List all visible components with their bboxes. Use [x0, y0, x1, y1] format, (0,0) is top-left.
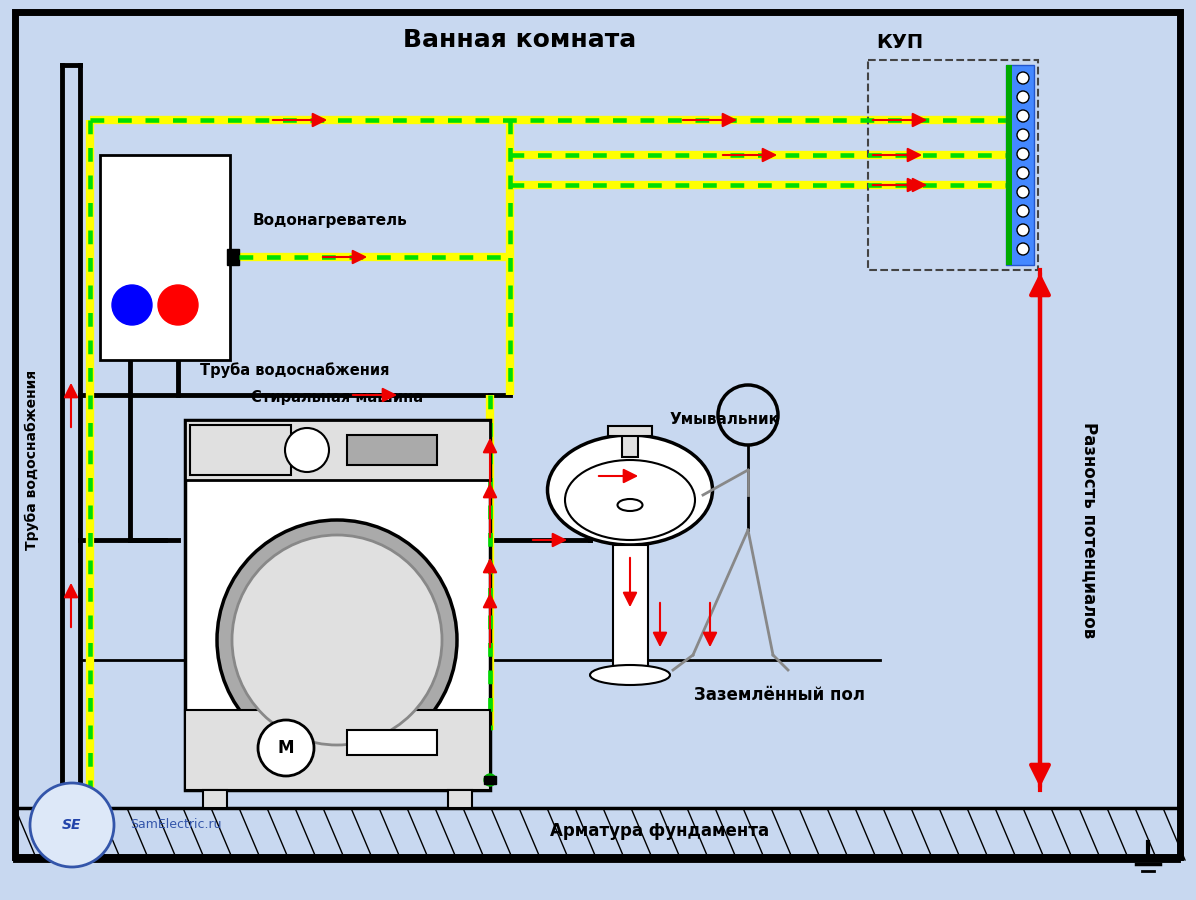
Bar — [347, 730, 437, 755]
Bar — [1006, 65, 1012, 265]
Text: Труба водоснабжения: Труба водоснабжения — [25, 370, 39, 550]
Bar — [185, 420, 490, 790]
Ellipse shape — [617, 499, 642, 511]
Circle shape — [1017, 186, 1029, 198]
Text: SE: SE — [62, 818, 81, 832]
Text: Умывальник: Умывальник — [670, 412, 780, 427]
Bar — [614, 545, 648, 675]
Bar — [622, 432, 637, 457]
Circle shape — [1017, 224, 1029, 236]
Bar — [185, 420, 490, 480]
Text: Ванная комната: Ванная комната — [403, 28, 636, 52]
Circle shape — [1017, 72, 1029, 84]
Circle shape — [1017, 243, 1029, 255]
Circle shape — [1017, 148, 1029, 160]
Ellipse shape — [565, 460, 695, 540]
Text: Водонагреватель: Водонагреватель — [252, 212, 408, 228]
Ellipse shape — [590, 665, 670, 685]
Bar — [868, 60, 1038, 270]
Circle shape — [112, 285, 152, 325]
Text: Труба водоснабжения: Труба водоснабжения — [200, 363, 390, 378]
Text: КУП: КУП — [877, 32, 923, 51]
Text: Разность потенциалов: Разность потенциалов — [1081, 422, 1099, 638]
Bar — [608, 426, 652, 436]
Circle shape — [484, 774, 496, 786]
Circle shape — [1017, 91, 1029, 103]
Circle shape — [285, 428, 329, 472]
Text: Арматура фундамента: Арматура фундамента — [550, 822, 769, 840]
Circle shape — [30, 783, 114, 867]
Circle shape — [232, 535, 443, 745]
Circle shape — [216, 520, 457, 760]
Circle shape — [1017, 129, 1029, 141]
Ellipse shape — [548, 435, 713, 545]
Circle shape — [1017, 110, 1029, 122]
Bar — [203, 790, 227, 808]
Bar — [227, 249, 239, 265]
Bar — [347, 435, 437, 465]
Circle shape — [158, 285, 199, 325]
Bar — [484, 776, 496, 784]
Circle shape — [1017, 167, 1029, 179]
Bar — [100, 155, 230, 360]
Bar — [190, 425, 291, 475]
Circle shape — [1017, 205, 1029, 217]
Bar — [448, 790, 472, 808]
Circle shape — [258, 720, 315, 776]
Text: SamElectric.ru: SamElectric.ru — [130, 818, 221, 832]
Bar — [185, 710, 490, 790]
Text: Заземлённый пол: Заземлённый пол — [695, 686, 866, 704]
Bar — [1006, 65, 1035, 265]
Text: M: M — [277, 739, 294, 757]
Text: Стиральная машина: Стиральная машина — [251, 390, 423, 405]
